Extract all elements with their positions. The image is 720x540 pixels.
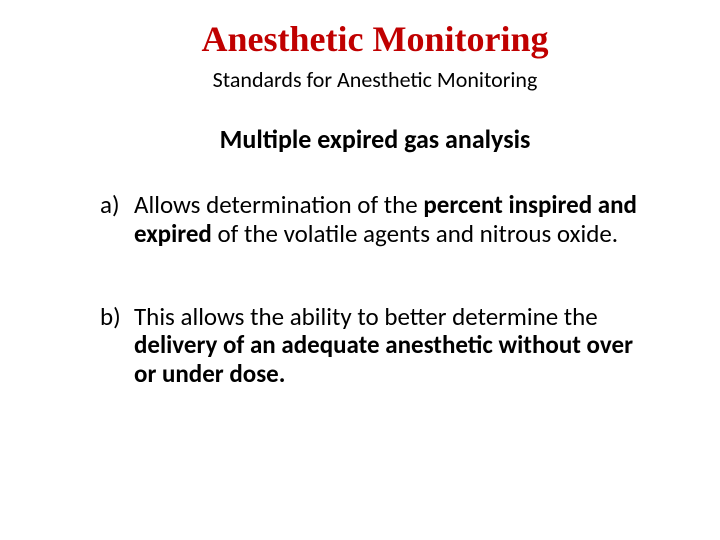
list-marker: b) — [100, 303, 134, 332]
text-run: of the volatile agents and nitrous oxide… — [218, 218, 619, 249]
text-run: This allows the ability to better determ… — [134, 301, 598, 332]
slide: Anesthetic Monitoring Standards for Anes… — [0, 0, 720, 463]
text-run: delivery of an adequate anesthetic witho… — [134, 329, 633, 389]
list-marker: a) — [100, 191, 134, 220]
slide-subtitle: Standards for Anesthetic Monitoring — [90, 66, 660, 93]
list-text: Allows determination of the percent insp… — [134, 191, 660, 249]
list-text: This allows the ability to better determ… — [134, 303, 660, 389]
slide-title: Anesthetic Monitoring — [90, 18, 660, 60]
list-item: a)Allows determination of the percent in… — [100, 191, 660, 249]
body-list: a)Allows determination of the percent in… — [60, 191, 660, 389]
text-run: Allows determination of the — [134, 189, 423, 220]
list-item: b)This allows the ability to better dete… — [100, 303, 660, 389]
section-heading: Multiple expired gas analysis — [90, 123, 660, 155]
